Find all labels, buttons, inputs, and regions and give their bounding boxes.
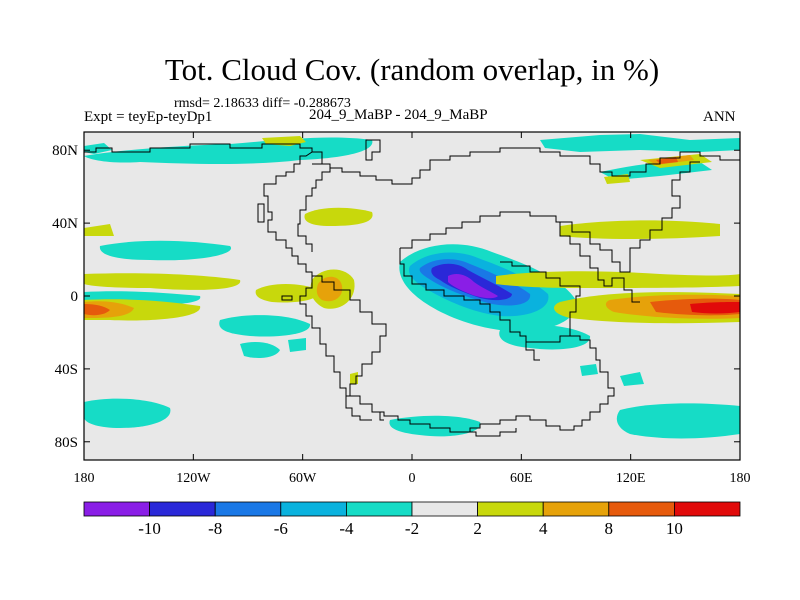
- colorbar-label: 8: [605, 519, 614, 538]
- season-label: ANN: [703, 109, 736, 125]
- colorbar-label: -8: [208, 519, 222, 538]
- contour-atl-orange: [316, 276, 343, 302]
- colorbar-swatch: [345, 501, 413, 517]
- colorbar-swatch: [674, 501, 741, 517]
- colorbar-swatch: [149, 501, 216, 517]
- colorbar: -10 -8 -6 -4 -2 2 4 8 10: [83, 501, 741, 538]
- anomaly-contours: [84, 134, 740, 439]
- coastline-alaska-west: [257, 203, 265, 223]
- contour-arctic-right: [540, 134, 740, 152]
- period-subtitle: 204_9_MaBP - 204_9_MaBP: [309, 107, 488, 123]
- experiment-label: Expt = teyEp-teyDp1: [84, 109, 213, 125]
- y-tick-label: 80N: [52, 143, 78, 159]
- contour-small-yellow-1: [350, 372, 358, 384]
- coastline-small-island: [281, 295, 293, 301]
- contour-natlantic-yellow: [304, 207, 373, 226]
- colorbar-swatch: [280, 501, 347, 517]
- contour-small-teal-3: [620, 372, 644, 386]
- x-tick-label: 60W: [289, 471, 317, 486]
- stats-line: rmsd= 2.18633 diff= -0.288673: [174, 96, 351, 111]
- colorbar-swatch: [83, 501, 150, 517]
- coastline-africa: [399, 248, 581, 343]
- coastline-asia-south: [556, 221, 640, 303]
- coastline-greenland: [365, 139, 381, 161]
- colorbar-label: -10: [138, 519, 161, 538]
- colorbar-swatch: [214, 501, 282, 517]
- colorbar-label: 2: [473, 519, 482, 538]
- coastline-antarctica-rim: [346, 335, 615, 433]
- contour-spacific-teal: [499, 325, 591, 350]
- colorbar-swatch: [411, 501, 478, 517]
- colorbar-label: -4: [339, 519, 354, 538]
- x-tick-label: 180: [730, 471, 751, 486]
- contour-epacific-teal: [99, 240, 232, 261]
- coastline-south-america: [299, 275, 387, 397]
- contour-eq-west-red: [84, 304, 110, 316]
- contour-small-teal-1: [288, 338, 306, 352]
- contour-eq-yellow-west: [84, 273, 241, 290]
- colorbar-swatch: [608, 501, 675, 517]
- contour-southern-teal-west: [84, 398, 171, 428]
- x-tick-label: 60E: [510, 471, 533, 486]
- coastline-antarctica-lower: [470, 428, 517, 437]
- x-tick-label: 0: [409, 471, 416, 486]
- coastlines: [84, 139, 740, 437]
- x-tick-label: 120E: [616, 471, 646, 486]
- contour-wpacific-red: [690, 302, 740, 314]
- colorbar-label: -6: [274, 519, 288, 538]
- coastline-north-america: [84, 143, 313, 276]
- coastline-africa-link: [525, 342, 540, 361]
- coastline-antarctica-south: [372, 411, 384, 421]
- contour-small-teal-2: [580, 364, 598, 376]
- coastline-europe-asia: [312, 147, 740, 185]
- y-tick-label: 80S: [55, 435, 78, 451]
- contour-indian-yellow: [496, 271, 740, 288]
- contour-asia-yellow: [560, 220, 720, 239]
- contour-siberia-red: [656, 157, 678, 164]
- coastline-europe-south: [400, 161, 700, 273]
- y-axis: 80N 40N 0 40S 80S: [52, 143, 740, 451]
- colorbar-label: -2: [405, 519, 419, 538]
- colorbar-swatch: [542, 501, 610, 517]
- x-axis: 180 120W 60W 0 60E 120E 180: [74, 132, 751, 486]
- contour-africa-purple: [448, 274, 498, 299]
- colorbar-label: 4: [539, 519, 548, 538]
- colorbar-swatch: [477, 501, 544, 517]
- contour-spacific-teal-west: [219, 315, 311, 337]
- y-tick-label: 40N: [52, 216, 78, 232]
- colorbar-label: 10: [666, 519, 683, 538]
- y-tick-label: 40S: [55, 362, 78, 378]
- contour-pacific-yellow-north: [84, 224, 114, 236]
- coastline-south-tip: [345, 396, 372, 421]
- contour-atl-cyan-left: [240, 342, 280, 358]
- x-tick-label: 180: [74, 471, 95, 486]
- x-tick-label: 120W: [176, 471, 211, 486]
- contour-southern-teal-center: [389, 415, 481, 437]
- contour-southern-teal-east: [616, 403, 740, 439]
- contour-atl-yellow: [255, 284, 321, 303]
- figure-title: Tot. Cloud Cov. (random overlap, in %): [164, 52, 660, 87]
- y-tick-label: 0: [71, 289, 79, 305]
